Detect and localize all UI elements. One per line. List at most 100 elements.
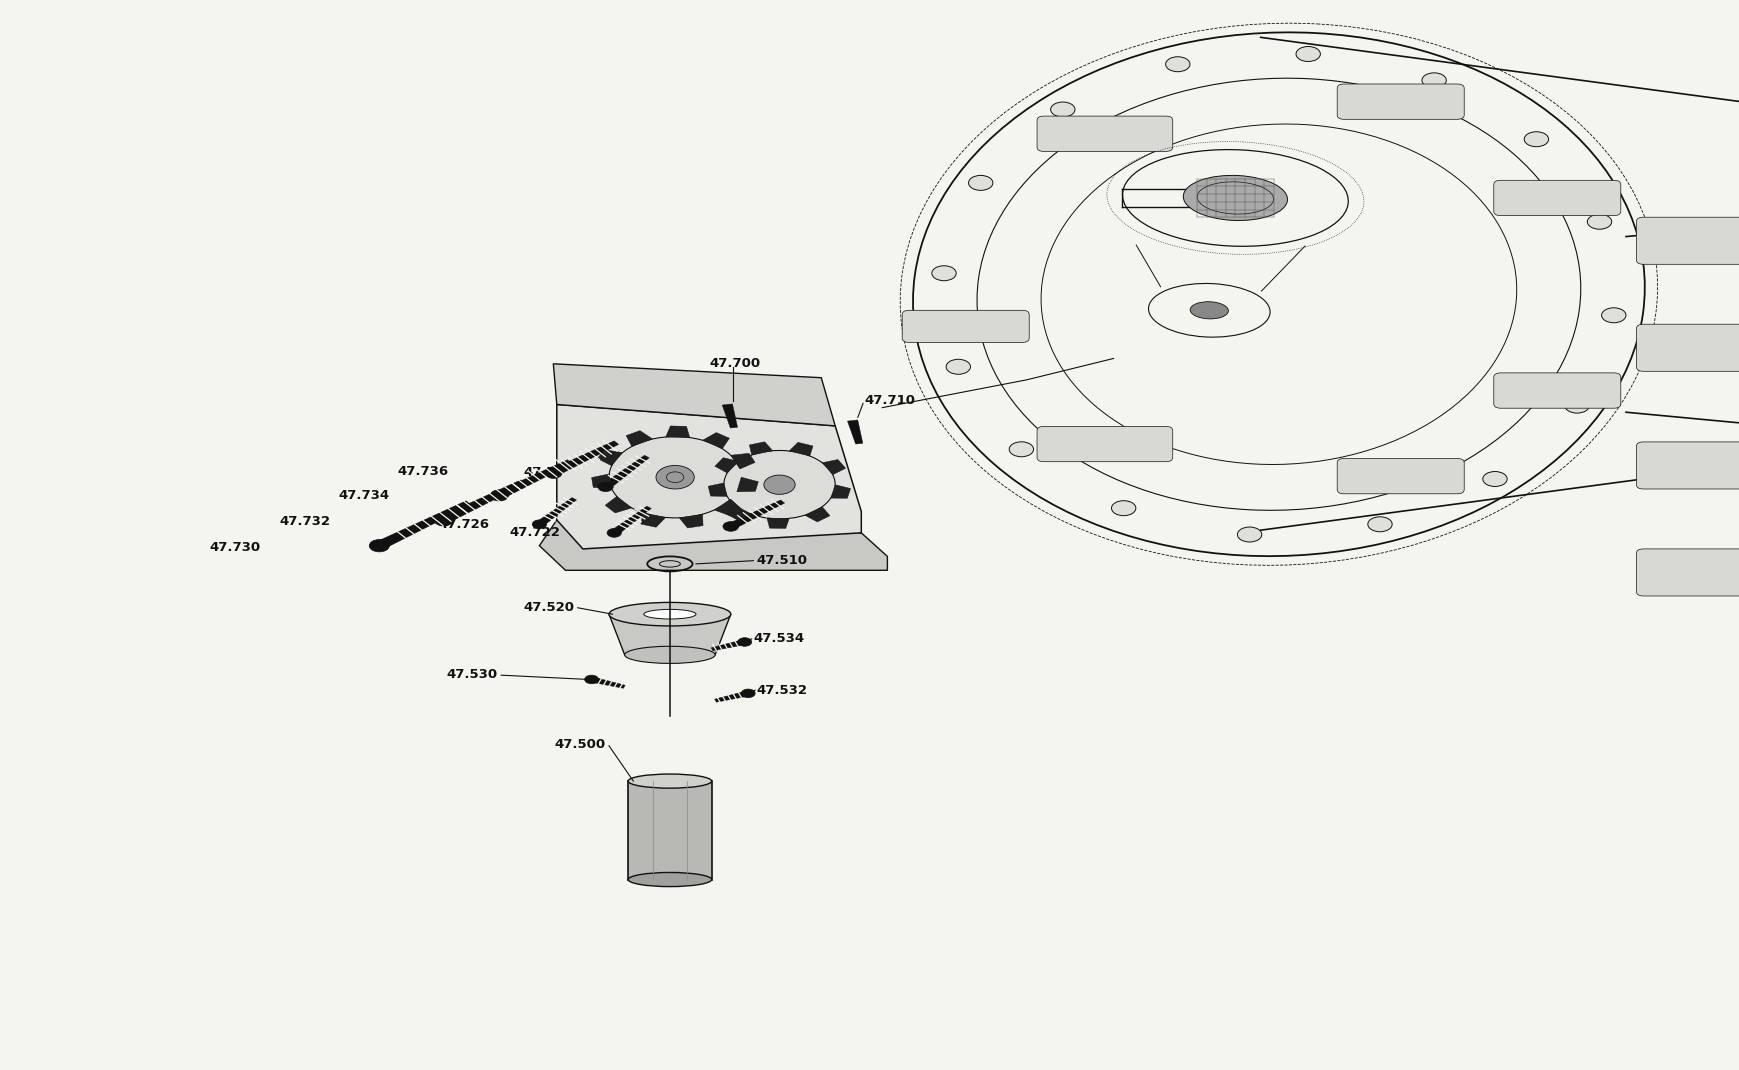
- Polygon shape: [553, 364, 835, 426]
- Text: 47.700: 47.700: [710, 357, 760, 370]
- Text: 47.726: 47.726: [438, 518, 489, 531]
- Circle shape: [1165, 57, 1189, 72]
- Circle shape: [607, 529, 621, 537]
- Circle shape: [433, 514, 452, 525]
- Ellipse shape: [1183, 175, 1287, 220]
- Polygon shape: [591, 474, 612, 489]
- Circle shape: [1296, 46, 1320, 61]
- Polygon shape: [376, 501, 471, 549]
- FancyBboxPatch shape: [1494, 372, 1621, 408]
- Text: 47.722: 47.722: [510, 526, 560, 539]
- Ellipse shape: [628, 872, 711, 887]
- Text: 47.500: 47.500: [555, 738, 605, 751]
- Polygon shape: [727, 505, 751, 521]
- Circle shape: [1563, 398, 1588, 413]
- Circle shape: [1600, 308, 1624, 323]
- Polygon shape: [715, 458, 739, 473]
- Text: 47.736: 47.736: [398, 465, 449, 478]
- Text: 47.734: 47.734: [339, 489, 390, 502]
- Circle shape: [969, 175, 993, 190]
- Polygon shape: [640, 513, 666, 528]
- Ellipse shape: [643, 609, 696, 618]
- Polygon shape: [666, 426, 689, 438]
- Circle shape: [490, 490, 508, 501]
- Polygon shape: [713, 500, 741, 516]
- Polygon shape: [602, 456, 649, 489]
- FancyBboxPatch shape: [1635, 549, 1739, 596]
- Text: 47.532: 47.532: [756, 684, 807, 697]
- Circle shape: [723, 521, 737, 531]
- Circle shape: [609, 437, 741, 518]
- Circle shape: [369, 539, 390, 552]
- Circle shape: [1586, 214, 1610, 229]
- Text: 47.724: 47.724: [779, 520, 830, 533]
- Polygon shape: [626, 430, 652, 446]
- FancyBboxPatch shape: [1635, 217, 1739, 264]
- FancyBboxPatch shape: [901, 310, 1029, 342]
- Polygon shape: [536, 498, 576, 526]
- Polygon shape: [496, 460, 572, 499]
- Ellipse shape: [1189, 302, 1228, 319]
- Circle shape: [598, 483, 612, 491]
- Polygon shape: [703, 432, 729, 448]
- FancyBboxPatch shape: [1494, 181, 1621, 216]
- Circle shape: [1367, 517, 1391, 532]
- Circle shape: [544, 468, 562, 478]
- Polygon shape: [823, 459, 845, 475]
- Text: 47.534: 47.534: [753, 632, 803, 645]
- FancyBboxPatch shape: [1635, 442, 1739, 489]
- Text: 47.520: 47.520: [523, 601, 574, 614]
- Polygon shape: [715, 691, 750, 702]
- Ellipse shape: [624, 646, 715, 663]
- Polygon shape: [550, 441, 619, 476]
- Polygon shape: [605, 496, 631, 513]
- Polygon shape: [727, 500, 784, 529]
- Circle shape: [532, 520, 546, 529]
- Polygon shape: [847, 419, 863, 444]
- Circle shape: [1482, 472, 1506, 487]
- Polygon shape: [790, 442, 812, 456]
- Polygon shape: [830, 485, 850, 499]
- FancyBboxPatch shape: [1337, 85, 1462, 120]
- Circle shape: [1050, 102, 1075, 117]
- Polygon shape: [610, 506, 650, 535]
- Polygon shape: [730, 454, 755, 469]
- Polygon shape: [440, 479, 525, 523]
- Circle shape: [584, 675, 598, 684]
- Polygon shape: [628, 781, 711, 880]
- Circle shape: [763, 475, 795, 494]
- Polygon shape: [539, 520, 887, 570]
- Circle shape: [1236, 528, 1261, 542]
- Polygon shape: [590, 677, 624, 688]
- Circle shape: [741, 689, 755, 698]
- Circle shape: [1421, 73, 1445, 88]
- Polygon shape: [805, 507, 830, 522]
- Polygon shape: [722, 403, 737, 428]
- Polygon shape: [596, 449, 623, 465]
- Circle shape: [1009, 442, 1033, 457]
- Polygon shape: [750, 442, 772, 455]
- Circle shape: [1111, 501, 1136, 516]
- FancyBboxPatch shape: [1337, 459, 1462, 494]
- Text: 47.732: 47.732: [280, 515, 330, 528]
- Circle shape: [723, 450, 835, 519]
- Circle shape: [932, 265, 956, 280]
- FancyBboxPatch shape: [1036, 427, 1172, 462]
- Ellipse shape: [628, 774, 711, 789]
- Circle shape: [946, 360, 970, 374]
- Polygon shape: [711, 640, 746, 651]
- Polygon shape: [767, 518, 790, 529]
- Ellipse shape: [609, 602, 730, 626]
- Polygon shape: [556, 404, 861, 549]
- Text: 47.710: 47.710: [864, 394, 915, 407]
- Circle shape: [737, 638, 751, 646]
- Text: 47.730: 47.730: [210, 541, 261, 554]
- Circle shape: [1523, 132, 1548, 147]
- Polygon shape: [736, 477, 758, 492]
- Polygon shape: [708, 483, 727, 496]
- Polygon shape: [678, 515, 703, 528]
- FancyBboxPatch shape: [1635, 324, 1739, 371]
- Circle shape: [656, 465, 694, 489]
- Text: 47.530: 47.530: [447, 668, 497, 681]
- Polygon shape: [609, 614, 730, 655]
